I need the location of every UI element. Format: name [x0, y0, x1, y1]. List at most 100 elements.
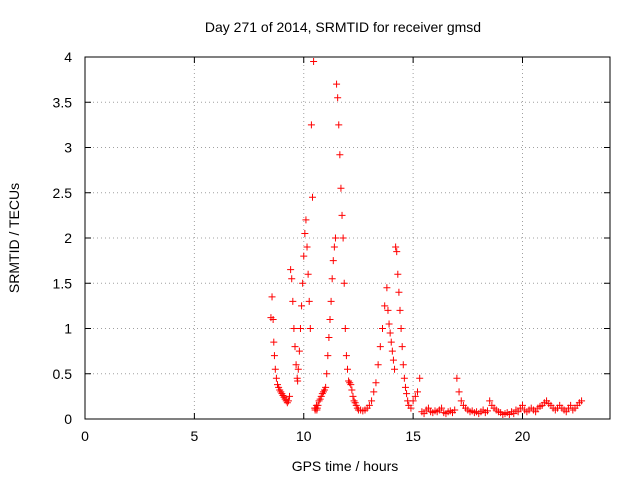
- data-point: [399, 361, 407, 369]
- data-point: [414, 388, 421, 396]
- data-point: [411, 392, 419, 400]
- data-point: [314, 401, 322, 409]
- data-point: [514, 408, 522, 416]
- data-point: [455, 388, 463, 396]
- x-tick-label: 15: [405, 428, 421, 444]
- data-point: [333, 80, 341, 88]
- data-point: [268, 293, 276, 301]
- data-point: [272, 374, 280, 382]
- data-point: [335, 121, 343, 129]
- data-point: [338, 211, 346, 219]
- data-point: [387, 338, 395, 346]
- data-point: [394, 270, 402, 278]
- data-point: [391, 365, 399, 373]
- data-point: [398, 343, 406, 351]
- data-point: [294, 377, 302, 385]
- data-point: [400, 374, 408, 382]
- data-point: [270, 338, 278, 346]
- data-point: [392, 243, 400, 251]
- y-axis-label: SRMTID / TECUs: [6, 183, 22, 293]
- x-axis-ticks: 0 5 10 15 20: [81, 57, 530, 444]
- data-point: [348, 386, 356, 394]
- data-point: [519, 401, 526, 409]
- data-point: [307, 121, 315, 129]
- data-point: [328, 275, 336, 283]
- data-point: [562, 408, 570, 416]
- data-point: [484, 407, 491, 415]
- data-point: [325, 334, 333, 342]
- data-point: [416, 374, 424, 382]
- data-point: [283, 399, 291, 407]
- data-point: [389, 356, 397, 364]
- data-point: [453, 374, 461, 382]
- data-point: [386, 329, 394, 337]
- grid-lines: [85, 57, 610, 419]
- data-point: [301, 229, 309, 237]
- data-point: [280, 393, 288, 401]
- data-point: [368, 397, 376, 405]
- data-point: [334, 94, 342, 102]
- data-point: [300, 252, 308, 260]
- data-point: [420, 410, 428, 418]
- data-point: [370, 388, 378, 396]
- data-points: [267, 58, 586, 418]
- data-point: [276, 386, 284, 394]
- x-axis-label: GPS time / hours: [292, 458, 399, 474]
- data-point: [287, 266, 295, 274]
- data-point: [303, 243, 311, 251]
- data-point: [451, 406, 459, 414]
- data-point: [337, 184, 345, 192]
- data-point: [305, 297, 313, 305]
- data-point: [270, 352, 278, 360]
- data-point: [286, 392, 294, 400]
- data-point: [486, 397, 494, 405]
- data-point: [291, 343, 299, 351]
- data-point: [365, 401, 373, 409]
- data-point: [292, 361, 300, 369]
- y-tick-label: 0.5: [53, 366, 73, 382]
- data-point: [277, 388, 285, 396]
- data-point: [296, 325, 304, 332]
- chart-title: Day 271 of 2014, SRMTID for receiver gms…: [205, 19, 481, 35]
- data-point: [323, 370, 331, 378]
- data-point: [290, 325, 298, 332]
- y-tick-label: 0: [64, 411, 72, 427]
- data-point: [315, 397, 323, 405]
- data-point: [342, 352, 350, 360]
- data-point: [309, 193, 316, 201]
- data-point: [578, 397, 586, 405]
- data-point: [376, 343, 384, 351]
- y-axis-ticks: 0 0.5 1 1.5 2 2.5 3 3.5 4: [53, 49, 610, 427]
- data-point: [344, 365, 351, 373]
- data-point: [438, 404, 446, 412]
- data-point: [457, 397, 465, 405]
- data-point: [295, 347, 303, 355]
- data-point: [279, 391, 287, 399]
- data-point: [424, 404, 432, 412]
- data-point: [326, 315, 334, 323]
- data-point: [327, 297, 335, 305]
- data-point: [395, 288, 403, 296]
- data-point: [310, 58, 318, 66]
- data-point: [379, 325, 386, 332]
- y-tick-label: 1: [64, 321, 72, 337]
- data-point: [401, 383, 409, 391]
- data-point: [298, 302, 306, 310]
- data-point: [372, 379, 380, 387]
- data-point: [397, 325, 405, 332]
- data-point: [281, 395, 289, 403]
- x-tick-label: 0: [81, 428, 89, 444]
- data-point: [393, 248, 401, 256]
- data-point: [329, 257, 337, 265]
- data-point: [306, 325, 314, 332]
- data-point: [304, 270, 312, 278]
- data-point: [299, 279, 307, 287]
- data-point: [318, 390, 326, 398]
- data-point: [384, 306, 392, 314]
- data-point: [353, 404, 361, 412]
- data-point: [396, 306, 404, 314]
- data-point: [336, 151, 344, 159]
- data-point: [330, 243, 338, 251]
- y-tick-label: 4: [64, 49, 72, 65]
